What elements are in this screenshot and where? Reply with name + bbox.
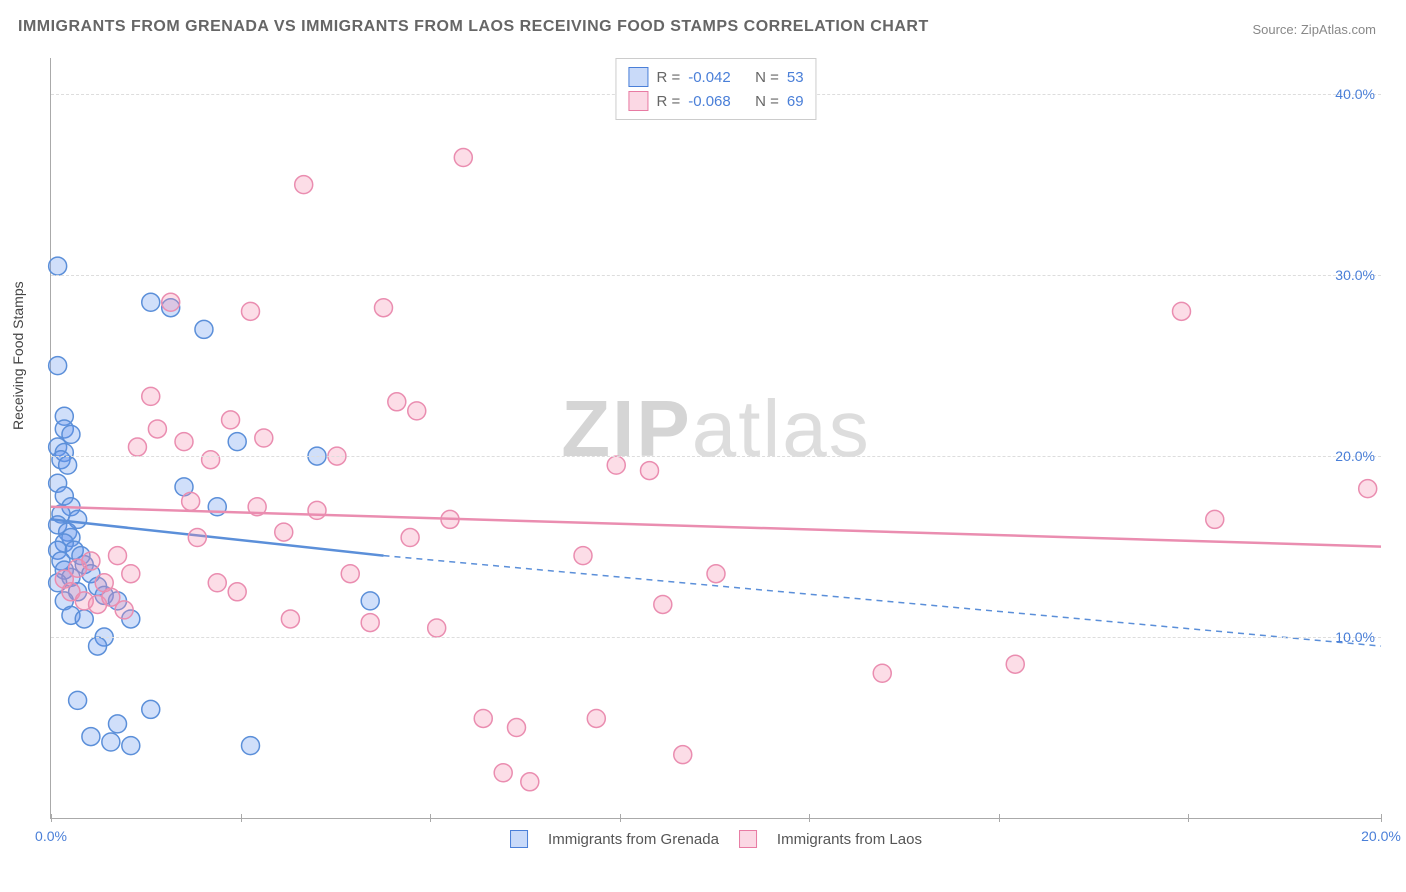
legend-item-label: Immigrants from Laos (777, 831, 922, 848)
legend-stats-row: R = -0.068 N = 69 (628, 89, 803, 113)
r-label: R = (656, 93, 680, 110)
legend-stats: R = -0.042 N = 53 R = -0.068 N = 69 (615, 58, 816, 120)
chart-container: IMMIGRANTS FROM GRENADA VS IMMIGRANTS FR… (0, 0, 1406, 892)
n-value: 69 (787, 93, 804, 110)
swatch-laos-icon (628, 91, 648, 111)
plot-area: ZIPatlas R = -0.042 N = 53 R = -0.068 N … (50, 58, 1381, 819)
legend-item-label: Immigrants from Grenada (548, 831, 719, 848)
swatch-grenada-icon (510, 830, 528, 848)
source-label: Source: ZipAtlas.com (1252, 22, 1376, 37)
r-value: -0.042 (688, 69, 731, 86)
legend-series: Immigrants from Grenada Immigrants from … (506, 830, 926, 848)
swatch-laos-icon (739, 830, 757, 848)
legend-stats-row: R = -0.042 N = 53 (628, 65, 803, 89)
r-value: -0.068 (688, 93, 731, 110)
scatter-svg (51, 58, 1381, 818)
r-label: R = (656, 69, 680, 86)
n-label: N = (755, 93, 779, 110)
swatch-grenada-icon (628, 67, 648, 87)
chart-title: IMMIGRANTS FROM GRENADA VS IMMIGRANTS FR… (18, 18, 929, 36)
n-label: N = (755, 69, 779, 86)
n-value: 53 (787, 69, 804, 86)
y-axis-title: Receiving Food Stamps (10, 281, 26, 430)
